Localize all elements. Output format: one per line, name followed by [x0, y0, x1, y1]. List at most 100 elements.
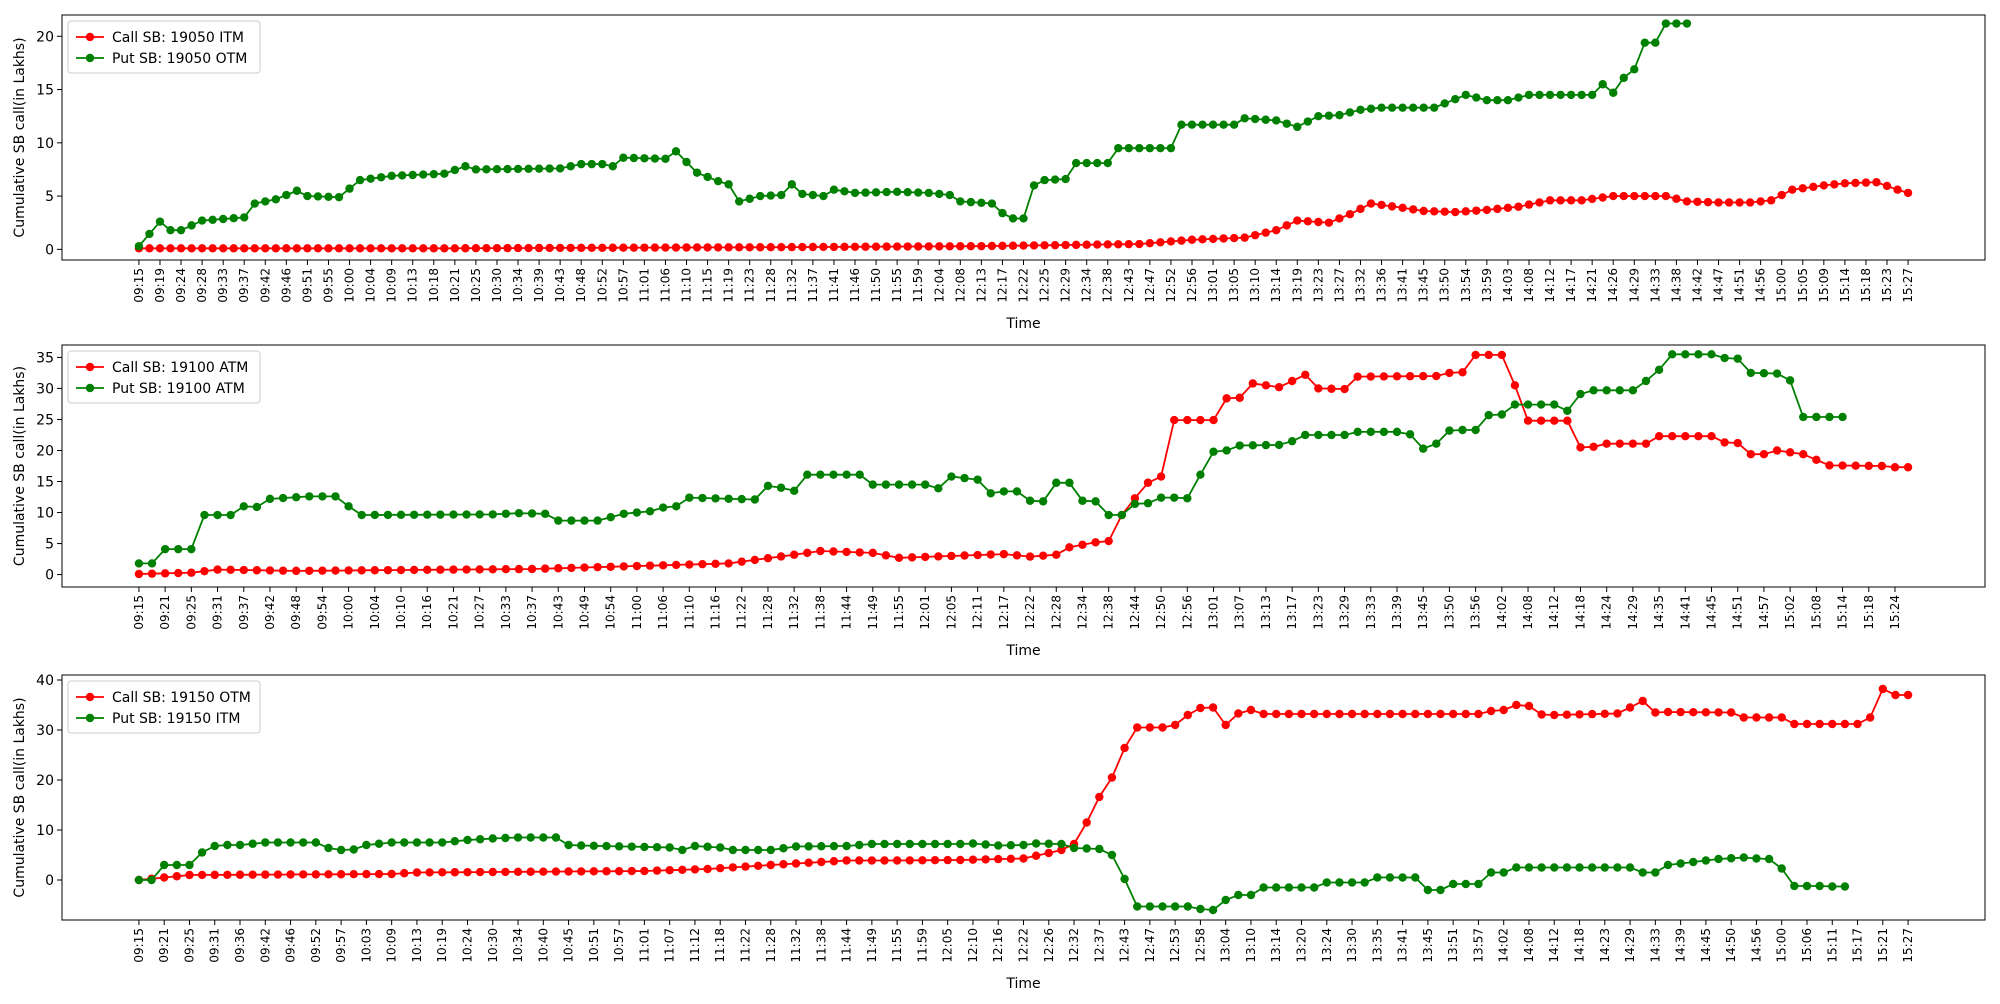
- x-tick-label: 12:11: [971, 595, 985, 630]
- data-point: [678, 865, 687, 874]
- x-tick-label: 11:23: [743, 268, 757, 303]
- data-point: [1701, 856, 1711, 865]
- data-point: [658, 503, 668, 512]
- data-point: [724, 494, 733, 503]
- data-point: [218, 214, 228, 224]
- data-point: [134, 875, 144, 885]
- data-point: [291, 493, 301, 502]
- data-point: [303, 191, 312, 201]
- data-point: [998, 208, 1007, 218]
- data-point: [1052, 550, 1061, 559]
- x-tick-label: 15:23: [1880, 268, 1894, 303]
- data-point: [1095, 844, 1104, 854]
- data-point: [1851, 461, 1860, 470]
- data-point: [564, 840, 573, 850]
- data-point: [1903, 463, 1913, 472]
- data-point: [986, 550, 995, 559]
- data-point: [286, 870, 295, 879]
- data-point: [1284, 883, 1294, 892]
- data-point: [305, 566, 314, 575]
- data-point: [816, 470, 825, 479]
- x-tick-label: 13:41: [1396, 268, 1410, 303]
- data-point: [1628, 386, 1638, 395]
- data-point: [278, 566, 288, 575]
- data-point: [935, 242, 944, 251]
- data-point: [698, 559, 707, 569]
- data-point: [210, 870, 219, 880]
- x-tick-label: 13:50: [1438, 268, 1452, 303]
- data-point: [1177, 236, 1186, 245]
- x-tick-label: 12:37: [1092, 928, 1106, 963]
- data-point: [703, 172, 712, 182]
- x-tick-label: 09:21: [158, 595, 172, 630]
- data-point: [1322, 709, 1331, 719]
- data-point: [1550, 863, 1559, 872]
- data-point: [1550, 400, 1559, 409]
- data-point: [1681, 350, 1690, 359]
- data-point: [1208, 120, 1218, 129]
- data-point: [1641, 439, 1651, 448]
- x-tick-label: 12:26: [1042, 928, 1056, 963]
- data-point: [593, 562, 602, 572]
- data-point: [1641, 376, 1651, 386]
- plot-frame: [61, 14, 1986, 261]
- data-point: [1398, 873, 1407, 882]
- data-point: [682, 243, 691, 252]
- data-point: [640, 866, 649, 876]
- x-tick-label: 09:15: [132, 595, 146, 630]
- data-point: [1183, 902, 1192, 911]
- data-point: [1314, 111, 1323, 121]
- data-point: [1703, 197, 1713, 207]
- data-point: [716, 843, 725, 852]
- data-point: [850, 242, 860, 251]
- y-tick-label: 15: [36, 83, 54, 99]
- data-point: [808, 242, 818, 252]
- x-tick-label: 10:21: [448, 268, 462, 303]
- x-tick-label: 13:45: [1417, 268, 1431, 303]
- data-point: [271, 244, 281, 253]
- data-point: [1107, 773, 1117, 782]
- data-point: [1170, 493, 1179, 502]
- data-point: [763, 481, 773, 491]
- data-point: [387, 171, 396, 181]
- legend-entry: Put SB: 19050 OTM: [112, 51, 247, 67]
- y-tick-label: 15: [36, 475, 54, 491]
- series-line: [138, 687, 1909, 881]
- data-point: [305, 492, 314, 501]
- data-point: [776, 552, 786, 561]
- data-point: [1602, 439, 1611, 448]
- data-point: [882, 242, 891, 251]
- x-tick-label: 13:14: [1269, 268, 1283, 303]
- x-tick-label: 10:19: [435, 928, 449, 963]
- data-point: [1006, 841, 1016, 850]
- data-point: [1598, 80, 1607, 89]
- data-point: [397, 244, 407, 253]
- data-point: [930, 856, 940, 865]
- data-point: [1514, 202, 1523, 211]
- data-point: [1158, 723, 1167, 732]
- x-tick-label: 09:36: [233, 928, 247, 963]
- data-point: [1335, 878, 1344, 887]
- data-point: [400, 838, 409, 847]
- data-point: [298, 838, 308, 847]
- x-tick-label: 14:08: [1522, 268, 1536, 303]
- data-point: [1040, 175, 1049, 185]
- data-point: [440, 169, 449, 178]
- data-point: [1272, 709, 1281, 719]
- data-point: [880, 839, 889, 849]
- data-point: [1630, 65, 1639, 74]
- data-point: [842, 547, 851, 557]
- data-point: [1208, 703, 1218, 712]
- data-point: [1739, 853, 1749, 862]
- data-point: [1667, 432, 1677, 441]
- data-point: [1777, 864, 1786, 873]
- data-point: [1222, 446, 1231, 455]
- data-point: [1628, 439, 1638, 448]
- data-point: [1250, 114, 1260, 124]
- data-point: [524, 243, 533, 253]
- data-point: [1638, 696, 1647, 706]
- data-point: [147, 875, 156, 885]
- y-tick-label: 0: [45, 568, 54, 584]
- data-point: [741, 845, 750, 855]
